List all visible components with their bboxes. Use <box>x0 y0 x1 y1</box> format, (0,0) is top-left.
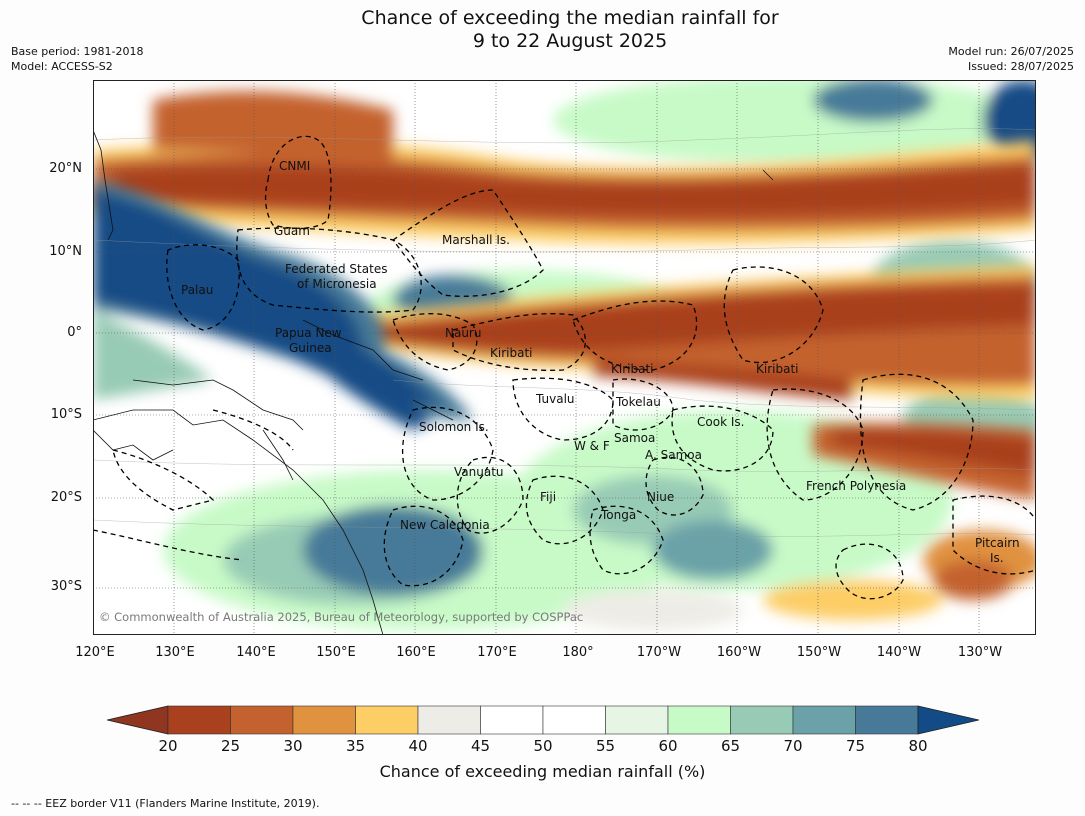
model-run: Model run: 26/07/2025 <box>948 45 1074 58</box>
x-tick-label: 120°E <box>75 645 115 660</box>
x-tick-label: 130°W <box>957 645 1003 660</box>
coastlines <box>93 129 774 635</box>
colorbar-tick-label: 50 <box>533 737 553 755</box>
x-tick-label: 130°E <box>155 645 195 660</box>
place-label-tokelau: Tokelau <box>616 395 661 409</box>
y-tick-label: 20°N <box>49 161 82 176</box>
x-tick-label: 150°E <box>316 645 356 660</box>
meta-right: Model run: 26/07/2025 Issued: 28/07/2025 <box>948 44 1074 74</box>
place-label-pitcairn-line2: Is. <box>990 551 1004 565</box>
colorbar-segment <box>542 705 606 735</box>
colorbar-tick-label: 70 <box>783 737 803 755</box>
x-tick-label: 140°W <box>876 645 922 660</box>
chart-title: Chance of exceeding the median rainfall … <box>0 7 1085 53</box>
meta-left: Base period: 1981-2018 Model: ACCESS-S2 <box>11 44 143 74</box>
place-label-png-line2: Guinea <box>289 341 332 355</box>
colorbar-segment <box>292 705 356 735</box>
place-label-marshall-islands: Marshall Is. <box>442 233 510 247</box>
eez-borders <box>93 135 1036 600</box>
colorbar-over-triangle <box>917 705 980 735</box>
place-label-solomon-islands: Solomon Is. <box>419 420 489 434</box>
colorbar-segment <box>855 705 919 735</box>
y-tick-label: 0° <box>67 325 82 340</box>
x-tick-label: 160°W <box>716 645 762 660</box>
colorbar-segment <box>230 705 294 735</box>
title-line-2: 9 to 22 August 2025 <box>472 30 668 52</box>
colorbar-tick-label: 45 <box>470 737 491 755</box>
colorbar-under-triangle <box>106 705 169 735</box>
y-tick-label: 10°N <box>49 244 82 259</box>
x-tick-label: 160°E <box>396 645 436 660</box>
colorbar-segment <box>417 705 481 735</box>
place-label-guam: Guam <box>274 224 310 238</box>
place-label-fsm-line1: Federated States <box>285 262 388 276</box>
place-label-kiribati-central: Kiribati <box>611 362 654 376</box>
place-label-wallis-futuna: W & F <box>574 439 610 453</box>
dry-band-north <box>93 91 1036 245</box>
place-label-png-line1: Papua New <box>275 326 342 340</box>
y-tick-label: 10°S <box>50 407 82 422</box>
place-label-fsm-line2: of Micronesia <box>297 277 377 291</box>
colorbar-segment <box>792 705 856 735</box>
place-label-pitcairn-line1: Pitcairn <box>975 536 1020 550</box>
colorbar-tick-label: 30 <box>283 737 303 755</box>
colorbar-svg <box>106 705 980 735</box>
place-label-american-samoa: A. Samoa <box>645 448 702 462</box>
colorbar-tick-label: 65 <box>720 737 741 755</box>
dry-band-equator <box>323 265 1036 500</box>
colorbar-tick-label: 80 <box>908 737 928 755</box>
place-label-french-polynesia: French Polynesia <box>806 479 907 493</box>
x-tick-label: 140°E <box>236 645 276 660</box>
colorbar <box>106 705 980 735</box>
place-label-niue: Niue <box>647 490 675 504</box>
wet-west-region <box>93 180 473 430</box>
x-tick-label: 180° <box>562 645 594 660</box>
place-label-fiji: Fiji <box>540 490 557 504</box>
issued-date: Issued: 28/07/2025 <box>967 60 1074 73</box>
place-label-vanuatu: Vanuatu <box>454 465 504 479</box>
base-period: Base period: 1981-2018 <box>11 45 144 58</box>
eez-footnote: -- -- -- EEZ border V11 (Flanders Marine… <box>11 797 320 810</box>
place-label-palau: Palau <box>181 283 214 297</box>
colorbar-segment <box>605 705 669 735</box>
contour-lines <box>93 128 1036 537</box>
place-label-cook-islands: Cook Is. <box>697 415 745 429</box>
y-tick-label: 20°S <box>50 490 82 505</box>
map-svg <box>93 80 1036 635</box>
colorbar-segment <box>667 705 731 735</box>
rainfall-map <box>93 80 1036 635</box>
y-tick-label: 30°S <box>50 579 82 594</box>
colorbar-tick-label: 55 <box>595 737 616 755</box>
place-label-nauru: Nauru <box>445 326 482 340</box>
copyright-notice: © Commonwealth of Australia 2025, Bureau… <box>99 610 584 624</box>
colorbar-label: Chance of exceeding median rainfall (%) <box>379 762 706 781</box>
x-tick-label: 150°W <box>796 645 842 660</box>
colorbar-tick-label: 20 <box>158 737 178 755</box>
place-label-new-caledonia: New Caledonia <box>400 518 490 532</box>
place-label-kiribati-west: Kiribati <box>490 346 533 360</box>
colorbar-segment <box>480 705 544 735</box>
place-label-cnmi: CNMI <box>279 159 311 173</box>
title-line-1: Chance of exceeding the median rainfall … <box>361 7 779 29</box>
colorbar-tick-label: 60 <box>658 737 678 755</box>
x-tick-label: 170°E <box>477 645 517 660</box>
colorbar-segment <box>730 705 794 735</box>
colorbar-tick-label: 75 <box>845 737 866 755</box>
place-label-tonga: Tonga <box>601 508 637 522</box>
colorbar-tick-label: 25 <box>220 737 241 755</box>
colorbar-segment <box>167 705 231 735</box>
place-label-tuvalu: Tuvalu <box>536 392 575 406</box>
place-label-kiribati-east: Kiribati <box>756 362 799 376</box>
model-name: Model: ACCESS-S2 <box>11 60 113 73</box>
place-label-samoa: Samoa <box>614 431 656 445</box>
x-tick-label: 170°W <box>636 645 682 660</box>
graticule <box>93 80 1036 635</box>
colorbar-segment <box>355 705 419 735</box>
colorbar-tick-label: 40 <box>408 737 428 755</box>
map-frame <box>93 80 1036 635</box>
colorbar-tick-label: 35 <box>345 737 366 755</box>
